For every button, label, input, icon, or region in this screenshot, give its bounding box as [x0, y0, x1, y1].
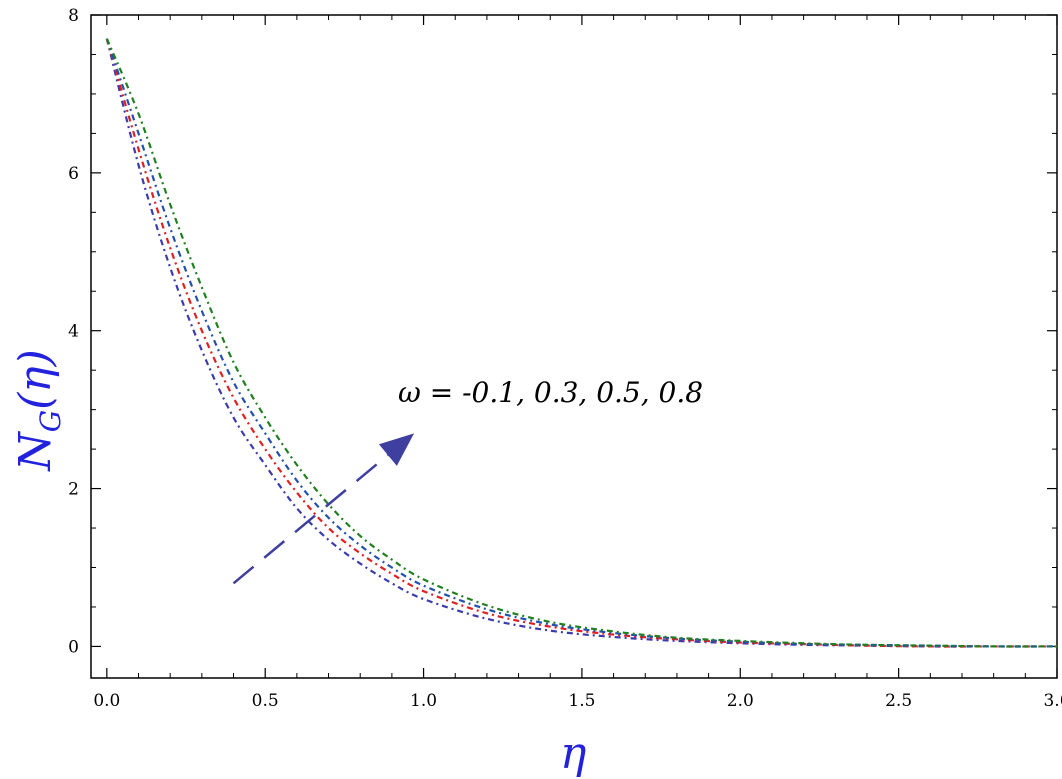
- arrow-head: [378, 433, 415, 466]
- series-line-3: [105, 38, 1058, 648]
- y-axis-title-sub: G: [34, 410, 67, 432]
- x-tick-label-2: 1.0: [410, 691, 437, 711]
- series-line-0: [105, 38, 1057, 648]
- ticks: 0.0 0.5 1.0 1.5 2.0 2.5 3.0 0 2 4 6 8: [68, 6, 1062, 711]
- y-axis-title-arg: (η): [10, 349, 61, 410]
- x-tick-label-4: 2.0: [727, 691, 754, 711]
- y-tick-label-1: 2: [68, 480, 79, 500]
- x-axis-title: η: [560, 728, 586, 779]
- series-group: [105, 38, 1058, 648]
- x-tick-label-1: 0.5: [252, 691, 279, 711]
- x-tick-label-5: 2.5: [885, 691, 912, 711]
- arrow-shaft: [232, 454, 389, 585]
- series-line-1: [105, 38, 1057, 648]
- y-tick-label-0: 0: [68, 637, 79, 657]
- y-tick-label-4: 8: [68, 6, 79, 26]
- x-tick-label-3: 1.5: [568, 691, 595, 711]
- y-axis-title-main: N: [10, 431, 61, 472]
- plot-frame: [90, 14, 1058, 679]
- svg-text:NG(η): NG(η): [10, 349, 67, 472]
- y-tick-label-3: 6: [68, 164, 79, 184]
- annotation-text: ω = -0.1, 0.3, 0.5, 0.8: [398, 376, 703, 409]
- y-axis-title: NG(η): [10, 349, 67, 472]
- x-tick-label-0: 0.0: [93, 691, 120, 711]
- arrow-group: [232, 433, 415, 585]
- series-line-2: [105, 38, 1058, 648]
- x-tick-label-6: 3.0: [1043, 691, 1062, 711]
- y-tick-label-2: 4: [68, 322, 79, 342]
